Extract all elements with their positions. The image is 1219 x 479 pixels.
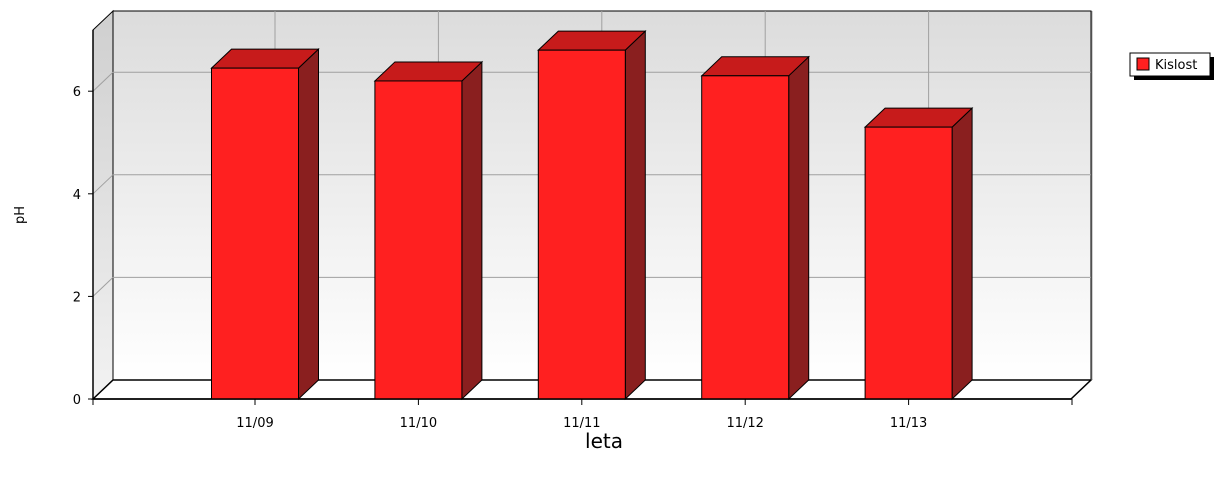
x-tick-label: 11/11 (563, 416, 600, 431)
x-tick-label: 11/12 (726, 416, 763, 431)
bar-11/12 (700, 55, 810, 401)
y-tick-label: 0 (73, 393, 81, 408)
grid-line-h-wall (92, 71, 114, 92)
bar-side (788, 55, 810, 401)
bar-11/10 (373, 60, 484, 401)
bar-side (951, 106, 973, 401)
bar-11/11 (537, 29, 647, 401)
bar-front (701, 75, 790, 400)
bar-front (211, 67, 299, 400)
bar-side (461, 60, 483, 401)
y-tick-label: 2 (73, 290, 81, 305)
bar-front (864, 126, 953, 400)
plot-left-wall (92, 9, 114, 401)
legend-swatch (1136, 57, 1150, 71)
bar-front (537, 49, 626, 400)
legend: Kislost (1129, 52, 1214, 80)
grid-line-h-wall (92, 174, 114, 195)
y-axis-title: pH (13, 206, 28, 224)
x-axis-title: leta (585, 429, 623, 453)
bar-11/13 (863, 106, 974, 401)
bar-front (374, 80, 463, 400)
bar-side (298, 47, 319, 401)
y-tick-label: 4 (73, 188, 81, 203)
grid-line-h-wall (92, 277, 114, 297)
legend-box (1129, 52, 1211, 77)
bars (210, 29, 974, 401)
x-tick-label: 11/09 (236, 416, 273, 431)
legend-label: Kislost (1155, 58, 1197, 73)
bar-11/09 (210, 47, 320, 401)
bar-side (624, 29, 646, 401)
y-tick-label: 6 (73, 85, 81, 100)
x-tick-label: 11/10 (400, 416, 437, 431)
x-tick-label: 11/13 (890, 416, 927, 431)
axes: 0 2 4 6 11/09 11/10 11/11 11/12 11/13 (73, 30, 1073, 431)
